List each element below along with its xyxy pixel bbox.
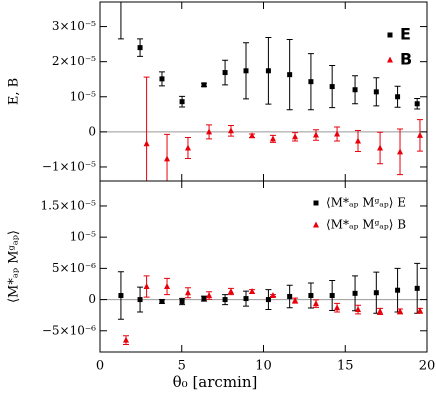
plot-area [117, 262, 423, 346]
marker [377, 144, 384, 151]
marker [206, 128, 213, 135]
marker [201, 82, 207, 88]
marker [143, 140, 150, 147]
marker [179, 298, 185, 304]
y-tick-label: 2×10⁻⁵ [52, 54, 96, 68]
x-tick-label: 5 [178, 359, 186, 374]
x-tick-label: 15 [337, 359, 354, 374]
marker [397, 148, 404, 155]
y-tick-label: 1.5×10⁻⁵ [40, 198, 96, 212]
marker [414, 101, 420, 107]
marker [287, 293, 293, 299]
marker [243, 296, 249, 302]
marker [164, 155, 171, 162]
error-bar [117, 2, 124, 40]
marker [227, 127, 234, 134]
marker [249, 287, 256, 294]
marker [292, 297, 299, 304]
y-axis-label: E, B [7, 78, 22, 105]
marker [179, 99, 185, 105]
y-axis-label: ⟨M*ₐₚ Mᵍₐₚ⟩ [7, 230, 22, 303]
marker [137, 45, 143, 51]
marker [159, 76, 165, 82]
marker [159, 298, 165, 304]
marker [373, 89, 379, 95]
marker [184, 144, 191, 151]
marker [416, 307, 423, 314]
marker [308, 79, 314, 85]
legend-marker [387, 32, 393, 38]
marker [222, 297, 228, 303]
plot-frame [99, 180, 428, 353]
marker [312, 300, 319, 307]
marker [329, 84, 335, 90]
plot-area [117, 2, 423, 181]
legend-marker [387, 56, 393, 63]
marker [312, 131, 319, 138]
marker [269, 292, 276, 299]
legend-label: ⟨M*ₐₚ Mᵍₐₚ⟩ E [326, 196, 406, 210]
x-tick-label: 10 [255, 359, 272, 374]
marker [308, 293, 314, 299]
marker [355, 137, 362, 144]
legend-label: B [400, 50, 412, 69]
marker [397, 307, 404, 314]
y-tick-label: 3×10⁻⁵ [52, 19, 96, 33]
y-tick-label: 5×10⁻⁶ [52, 261, 96, 275]
marker [137, 297, 143, 303]
marker [352, 87, 358, 93]
legend-marker [313, 221, 319, 228]
marker [118, 293, 124, 299]
marker [243, 68, 249, 74]
y-tick-label: 10⁻⁵ [70, 230, 97, 244]
x-tick-label: 20 [419, 359, 436, 374]
y-tick-label: −1×10⁻⁵ [42, 159, 96, 173]
y-tick-label: 0 [88, 124, 96, 138]
marker [184, 289, 191, 296]
marker [227, 287, 234, 294]
marker [143, 282, 150, 289]
marker [222, 70, 228, 76]
marker [265, 297, 271, 303]
marker [334, 130, 341, 137]
marker [373, 290, 379, 296]
legend-marker [313, 200, 319, 206]
marker [414, 285, 420, 291]
marker [164, 282, 171, 289]
x-tick-label: 0 [96, 359, 104, 374]
y-tick-label: −5×10⁻⁶ [42, 323, 96, 337]
marker [355, 306, 362, 313]
marker [269, 135, 276, 142]
legend-label: E [400, 25, 411, 44]
marker [395, 94, 401, 100]
marker [395, 287, 401, 293]
y-tick-label: 0 [88, 292, 96, 306]
marker [249, 132, 256, 139]
marker [206, 292, 213, 299]
marker [265, 68, 271, 74]
marker [287, 72, 293, 78]
marker [352, 290, 358, 296]
marker [201, 296, 207, 302]
marker [377, 307, 384, 314]
x-axis-label: θ₀ [arcmin] [173, 373, 258, 391]
marker [329, 293, 335, 299]
marker [292, 133, 299, 140]
y-tick-label: 10⁻⁵ [70, 89, 97, 103]
marker [416, 131, 423, 138]
legend-label: ⟨M*ₐₚ Mᵍₐₚ⟩ B [326, 218, 406, 232]
marker [122, 336, 129, 343]
marker [334, 304, 341, 311]
